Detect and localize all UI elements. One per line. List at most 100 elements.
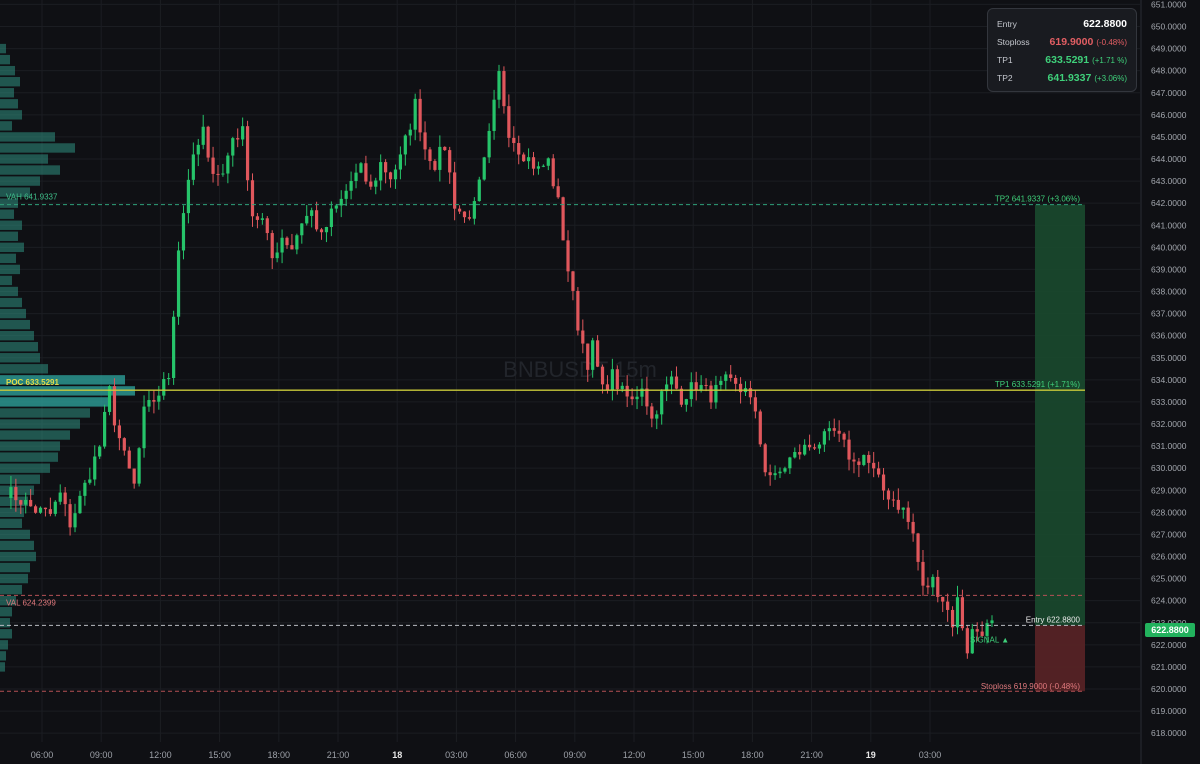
candle-body (798, 452, 802, 455)
candle (798, 444, 802, 460)
volume-profile-bar (0, 629, 12, 639)
volume-profile-bar (0, 242, 24, 253)
candle-body (941, 596, 945, 602)
y-tick-label: 622.0000 (1151, 640, 1187, 650)
candle (457, 205, 462, 214)
volume-profile-bar (0, 65, 15, 76)
candle-body (788, 457, 792, 469)
candle-body (522, 154, 526, 162)
candle-body (265, 218, 269, 234)
candle-body (255, 216, 260, 220)
candle (29, 489, 33, 507)
y-tick-label: 627.0000 (1151, 529, 1187, 539)
candle (911, 513, 915, 542)
candle (793, 447, 797, 459)
y-tick-label: 626.0000 (1151, 552, 1187, 562)
stoploss-price: 619.9000 (1049, 36, 1094, 48)
y-tick-label: 618.0000 (1151, 728, 1187, 738)
candle-body (359, 163, 363, 173)
candle-body (211, 157, 215, 174)
candle (9, 475, 13, 510)
candle (665, 376, 669, 402)
stoploss-pct: (-0.48%) (1096, 38, 1127, 47)
candle (408, 123, 412, 146)
candle-body (660, 391, 664, 415)
candle-body (881, 474, 886, 491)
y-tick-label: 630.0000 (1151, 463, 1187, 473)
candle-body (704, 385, 708, 387)
candle (709, 380, 713, 409)
candle-body (403, 135, 407, 155)
candle-body (551, 158, 555, 187)
info-row-tp1: TP1 633.5291 (+1.71 %) (997, 51, 1127, 69)
candle (758, 409, 762, 447)
candle-body (167, 378, 171, 380)
candle-body (423, 132, 427, 150)
volume-profile-bar (0, 573, 28, 584)
volume-profile-bar (0, 220, 22, 230)
volume-profile-bar (0, 165, 60, 175)
candle (265, 216, 269, 241)
y-tick-label: 625.0000 (1151, 574, 1187, 584)
candle (443, 146, 447, 152)
candle-body (546, 158, 550, 166)
y-tick-label: 633.0000 (1151, 397, 1187, 407)
candle (748, 380, 753, 405)
volume-profile-bar (0, 452, 58, 462)
candle-body (936, 576, 940, 597)
info-label: TP1 (997, 55, 1013, 65)
candle-body (600, 366, 605, 385)
candle (384, 159, 388, 184)
val-label: VAL 624.2399 (6, 598, 56, 607)
candle (270, 230, 274, 270)
volume-profile-bar (0, 154, 48, 164)
candle-body (388, 172, 393, 180)
candle (970, 623, 974, 654)
candle (186, 169, 191, 224)
candle-body (305, 215, 309, 224)
candle (773, 465, 777, 480)
candle-body (477, 179, 481, 202)
y-tick-label: 645.0000 (1151, 132, 1187, 142)
x-tick-label: 09:00 (90, 750, 113, 760)
info-label: Entry (997, 19, 1017, 29)
candle-body (191, 154, 195, 180)
candle-body (374, 180, 378, 187)
candle-body (817, 444, 822, 449)
entry-value: 622.8800 (1083, 18, 1127, 30)
volume-profile-bar (0, 364, 48, 374)
y-tick-label: 632.0000 (1151, 419, 1187, 429)
candle-body (172, 316, 176, 379)
candle (645, 376, 649, 415)
candle (526, 148, 531, 170)
candle (403, 134, 407, 166)
stoploss-value: 619.9000 (-0.48%) (1050, 36, 1127, 48)
y-tick-label: 639.0000 (1151, 264, 1187, 274)
candle-body (803, 444, 807, 455)
candle (127, 446, 131, 469)
candle (255, 213, 260, 229)
y-tick-label: 623.0000 (1151, 618, 1187, 628)
candle (462, 211, 467, 223)
candle (807, 434, 812, 451)
candle-body (443, 146, 447, 151)
candle-body (857, 461, 861, 465)
candle-body (571, 271, 575, 291)
candle-body (812, 447, 817, 449)
y-tick-label: 646.0000 (1151, 110, 1187, 120)
candle-body (487, 130, 491, 158)
entry-price: 622.8800 (1083, 18, 1127, 30)
candle (566, 230, 570, 282)
candle (88, 467, 92, 485)
candle-body (975, 629, 979, 632)
candle-body (152, 400, 156, 402)
candle-body (112, 386, 117, 426)
candle (260, 213, 264, 225)
tp1-pct: (+1.71 %) (1092, 56, 1127, 65)
candle-body (472, 201, 476, 219)
candle-body (748, 388, 753, 398)
stoploss-label: Stoploss 619.9000 (-0.48%) (981, 682, 1081, 691)
x-tick-label: 15:00 (208, 750, 231, 760)
candle-body (107, 386, 112, 412)
